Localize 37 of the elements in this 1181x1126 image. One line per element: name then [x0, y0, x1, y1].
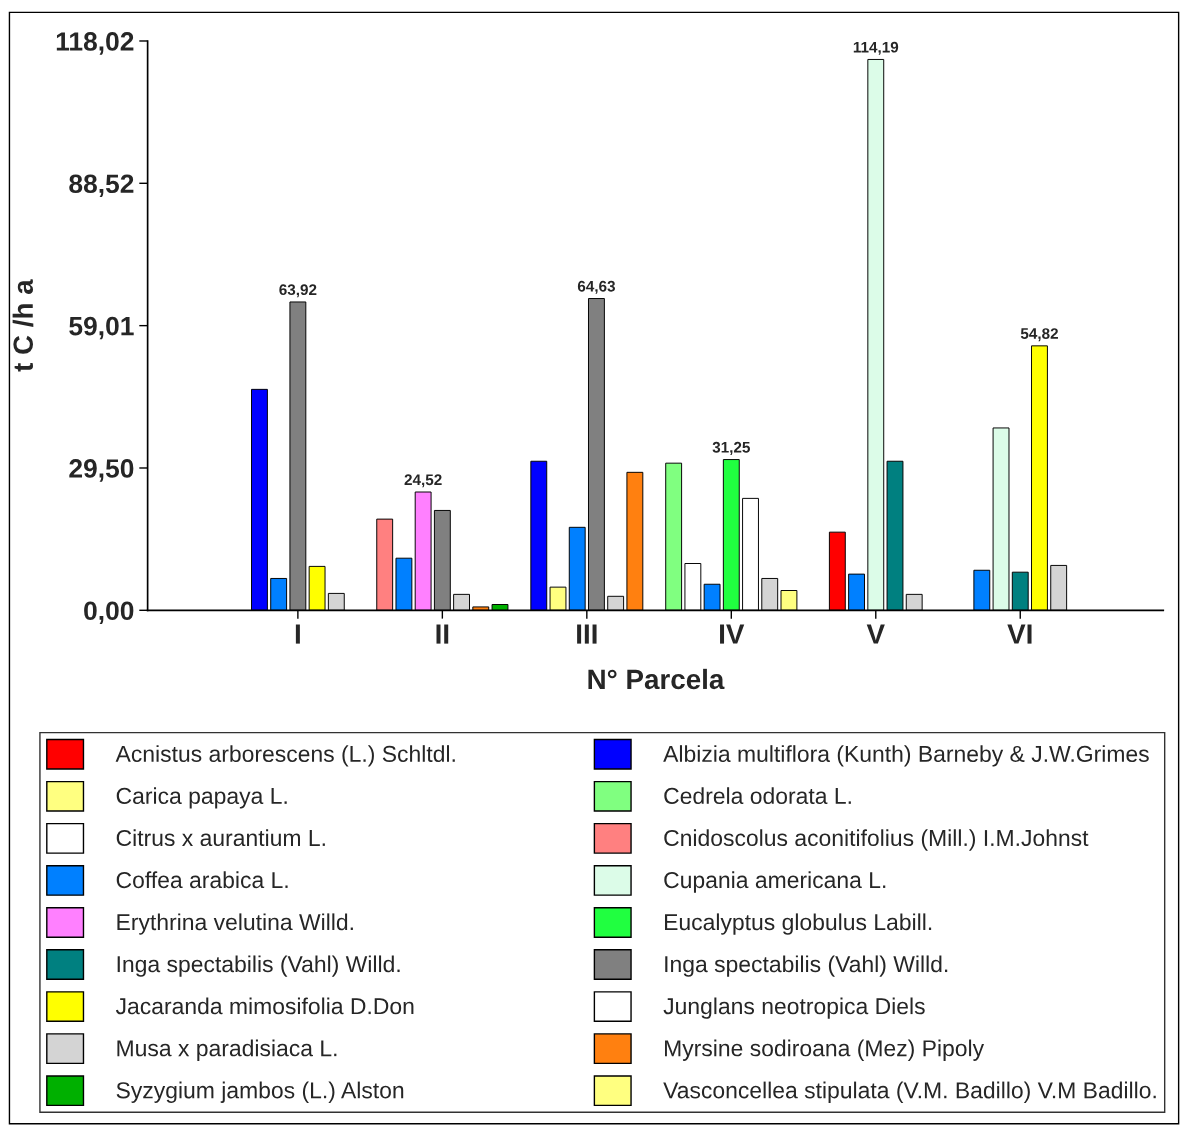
data-label: 64,63	[577, 280, 615, 294]
y-tick-label: 29,50	[69, 459, 134, 482]
legend-label: Inga spectabilis (Vahl) Willd.	[665, 955, 948, 977]
x-tick-label: VI	[1007, 624, 1032, 644]
data-label: 114,19	[853, 41, 899, 55]
legend-label: Jacaranda mimosifolia D.Don	[115, 997, 414, 1015]
legend-label: Cnidoscolus aconitifolius (Mill.) I.M.Johnst	[664, 829, 1089, 851]
data-label: 31,25	[712, 441, 750, 455]
legend-label: Inga spectabilis (Vahl) Willd.	[117, 955, 400, 977]
x-tick-label: III	[577, 624, 597, 644]
x-tick-label: IV	[720, 624, 745, 644]
legend-label: Musa x paradisiaca L.	[117, 1039, 337, 1061]
legend-label: Eucalyptus globulus Labill.	[665, 913, 932, 935]
legend-label: Coffea arabica L.	[116, 871, 288, 889]
legend-label: Junglans neotropica Diels	[663, 997, 925, 1019]
legend-label: Cedrela odorata L.	[664, 787, 851, 805]
y-tick-label: 59,01	[69, 316, 134, 340]
legend-label: Carica papaya L.	[116, 787, 287, 809]
y-tick-label: 0,00	[84, 601, 134, 624]
legend-label: Myrsine sodiroana (Mez) Pipoly	[665, 1039, 985, 1061]
legend-label: Citrus x aurantium L.	[116, 829, 325, 847]
data-label: 54,82	[1020, 328, 1058, 342]
legend-label: Cupania americana L.	[664, 871, 886, 893]
data-label: 24,52	[404, 474, 442, 488]
x-axis-title: N° Parcela	[588, 668, 725, 690]
x-tick-label: I	[295, 624, 300, 644]
legend-label: Syzygium jambos (L.) Alston	[116, 1081, 404, 1103]
x-tick-label: II	[436, 624, 449, 644]
legend-label: Erythrina velutina Willd.	[117, 913, 353, 935]
legend-label: Vasconcellea stipulata (V.M. Badillo) V.M Badillo.	[663, 1081, 1156, 1103]
y-tick-label: 88,52	[69, 174, 134, 197]
legend-label: Albizia multiflora (Kunth) Barneby & J.W.Grimes	[663, 745, 1149, 767]
y-axis-title: t C /h a	[12, 279, 34, 372]
y-tick-label: 118,02	[56, 32, 134, 55]
legend-label: Acnistus arborescens (L.) Schltdl.	[115, 745, 455, 767]
x-tick-label: V	[866, 624, 885, 644]
data-label: 63,92	[279, 284, 317, 298]
